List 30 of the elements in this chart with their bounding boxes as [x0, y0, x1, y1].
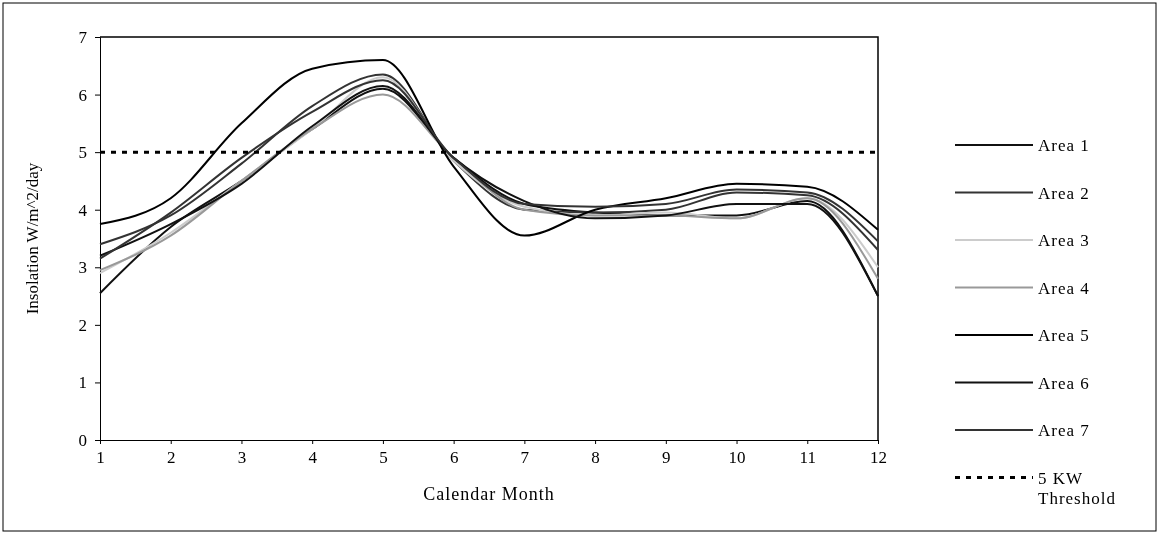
x-axis-title: Calendar Month: [423, 484, 555, 504]
x-tick-label: 1: [96, 448, 105, 468]
legend-label: Area 3: [1038, 231, 1090, 250]
y-tick-label: 7: [78, 27, 88, 47]
x-tick-label: 6: [449, 448, 459, 468]
y-tick-label: 1: [78, 373, 87, 393]
y-tick-label: 4: [78, 200, 88, 220]
legend-label: Area 2: [1038, 183, 1090, 203]
y-tick-label: 3: [78, 258, 87, 278]
y-tick-label: 2: [78, 315, 87, 335]
x-tick-label: 3: [237, 448, 247, 468]
y-tick-label: 6: [78, 85, 87, 105]
y-tick-label: 0: [78, 430, 87, 450]
legend-label: Area 1: [1038, 136, 1090, 155]
x-tick-label: 7: [520, 448, 530, 468]
x-tick-label: 12: [870, 448, 887, 468]
legend-label: Area 6: [1038, 373, 1090, 393]
x-tick-label: 11: [799, 448, 816, 468]
legend-label: Area 4: [1038, 278, 1090, 298]
x-tick-label: 10: [728, 448, 746, 468]
x-tick-label: 5: [379, 448, 388, 468]
legend-label: Area 7: [1038, 421, 1090, 440]
y-axis-title: Insolation W/m^2/day: [23, 162, 42, 315]
x-tick-label: 8: [591, 448, 600, 468]
x-tick-label: 4: [308, 448, 318, 468]
legend-label: 5 KW Threshold: [1038, 468, 1116, 508]
y-tick-label: 5: [78, 143, 87, 163]
x-tick-label: 9: [662, 448, 671, 468]
x-tick-label: 2: [166, 448, 176, 468]
legend-label: Area 5: [1038, 326, 1090, 345]
